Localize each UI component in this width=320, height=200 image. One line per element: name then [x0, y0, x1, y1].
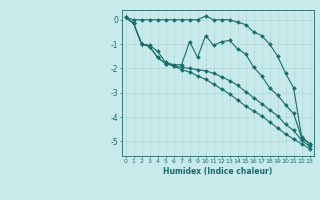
X-axis label: Humidex (Indice chaleur): Humidex (Indice chaleur)	[163, 167, 272, 176]
